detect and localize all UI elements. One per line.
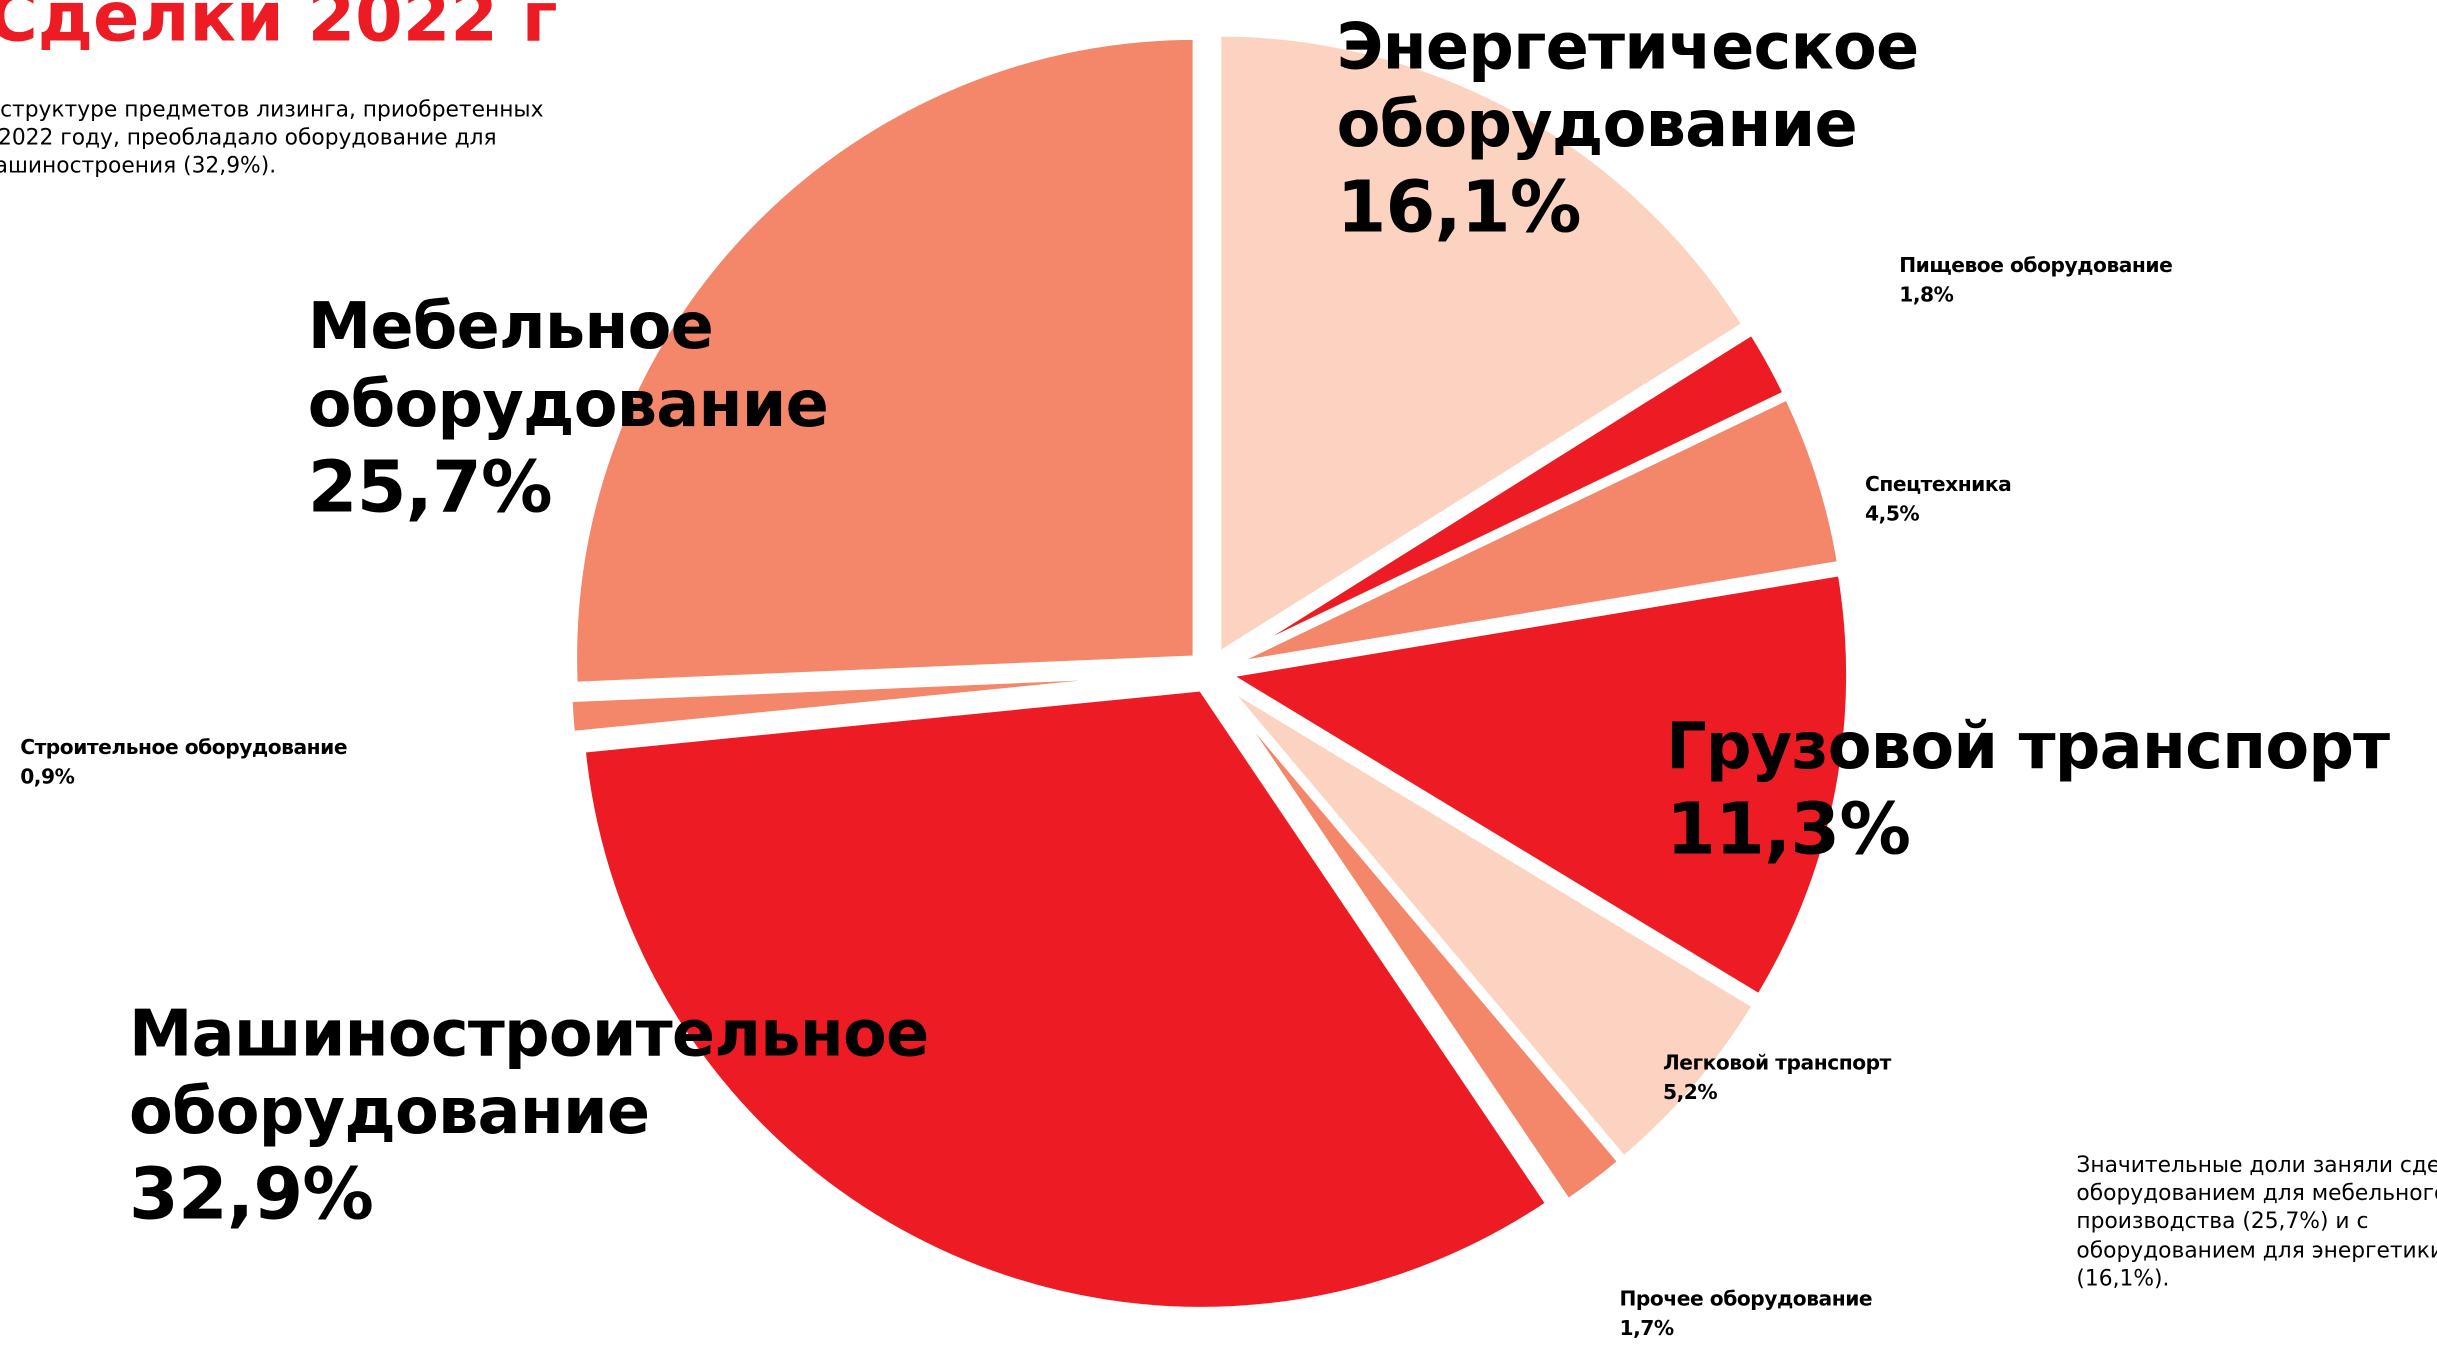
subtitle: В структуре предметов лизинга, приобрете…: [0, 97, 544, 180]
slice-label: Энергетическое оборудование 16,1%: [1337, 8, 1990, 251]
pie-slice: [579, 685, 1554, 1314]
value-label: 1,7%: [1619, 1317, 1674, 1342]
category-label: Строительное оборудование: [20, 736, 348, 761]
slice-label: Прочее оборудование 1,7%: [1619, 1287, 1872, 1346]
value-label: 1,8%: [1899, 284, 1954, 308]
category-label: Легковой транспорт: [1662, 1052, 1891, 1076]
pie-slice: [1217, 684, 1626, 1207]
slice-label: Грузовой транспорт 11,3%: [1666, 707, 2437, 872]
value-label: 11,3%: [1666, 786, 1911, 871]
value-label: 25,7%: [307, 444, 553, 529]
slice-label: Мебельное оборудование 25,7%: [308, 288, 961, 531]
pie-slice: [566, 669, 1191, 738]
pie-slice: [1225, 392, 1844, 669]
value-label: 16,1%: [1336, 164, 1582, 249]
category-label: Спецтехника: [1865, 474, 2012, 498]
value-label: 0,9%: [20, 765, 75, 790]
value-label: 5,2%: [1662, 1081, 1718, 1105]
slice-label: Спецтехника 4,5%: [1865, 472, 2012, 531]
pie-slice: [1215, 30, 1750, 661]
category-label: Машиностроительное оборудование: [128, 996, 929, 1149]
slice-label: Строительное оборудование 0,9%: [20, 735, 347, 794]
value-label: 4,5%: [1865, 503, 1920, 527]
value-label: 32,9%: [128, 1151, 374, 1236]
pie-slice: [1220, 680, 1760, 1164]
title: Сделки 2022 г: [0, 0, 558, 58]
category-label: Пищевое оборудование: [1899, 254, 2173, 279]
pie-slice: [1223, 327, 1791, 666]
annotation: Значительные доли заняли сделки с оборуд…: [2076, 1153, 2437, 1292]
category-label: Прочее оборудование: [1619, 1288, 1873, 1312]
slice-label: Пищевое оборудование 1,8%: [1899, 253, 2173, 312]
pie-slice: [1218, 569, 1853, 1002]
category-label: Грузовой транспорт: [1666, 708, 2390, 784]
slice-label: Машиностроительное оборудование 32,9%: [129, 995, 1062, 1238]
pie-slice: [570, 33, 1199, 689]
category-label: Энергетическое оборудование: [1336, 9, 1920, 162]
slice-label: Легковой транспорт 5,2%: [1663, 1051, 1891, 1110]
category-label: Мебельное оборудование: [307, 289, 829, 442]
